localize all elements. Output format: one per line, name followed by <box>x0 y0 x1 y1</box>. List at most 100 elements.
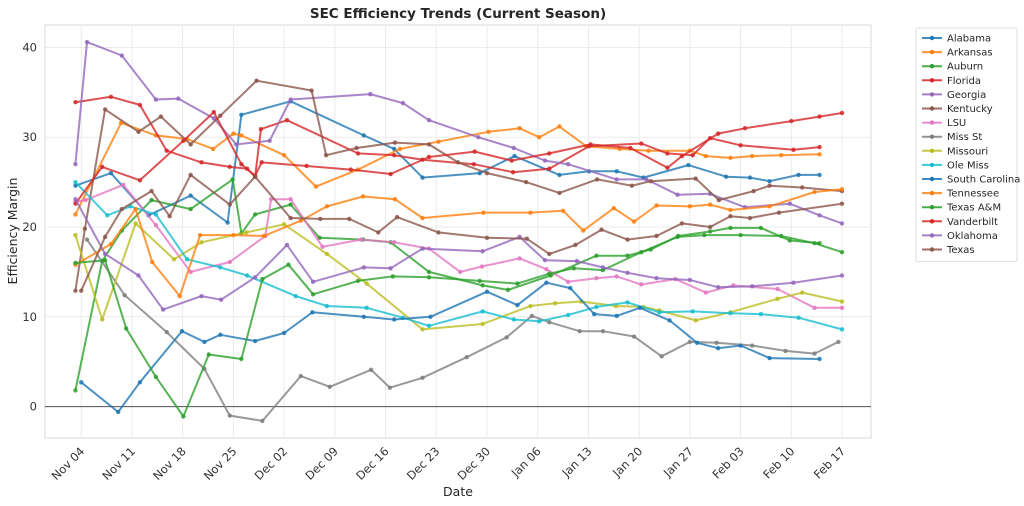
data-point <box>360 194 366 199</box>
data-point <box>136 129 141 135</box>
data-point <box>504 335 509 340</box>
data-point <box>184 257 190 262</box>
legend-item: Georgia <box>922 90 986 101</box>
data-point <box>836 339 841 345</box>
series-line <box>74 222 843 331</box>
y-tick-label: 30 <box>22 130 37 144</box>
series-line <box>74 111 843 205</box>
data-point <box>625 237 630 242</box>
data-point <box>457 269 463 275</box>
data-point <box>657 310 662 315</box>
data-point <box>817 356 822 362</box>
data-point <box>358 237 364 242</box>
data-point <box>778 233 784 239</box>
data-point <box>479 264 485 269</box>
data-point <box>260 418 265 424</box>
legend-label: Arkansas <box>947 48 993 59</box>
data-point <box>231 232 236 238</box>
data-point <box>547 166 552 171</box>
data-point <box>839 273 845 278</box>
data-point <box>528 210 533 215</box>
legend-label: Auburn <box>947 62 983 73</box>
data-point <box>79 288 84 293</box>
data-point <box>749 343 755 348</box>
data-point <box>211 109 217 115</box>
series-south-carolina <box>79 280 822 415</box>
data-point <box>686 162 691 168</box>
data-point <box>176 96 181 101</box>
data-point <box>400 100 406 106</box>
data-point <box>227 202 232 207</box>
data-point <box>121 182 126 188</box>
data-point <box>839 299 845 304</box>
data-point <box>547 319 552 325</box>
x-tick-label: Nov 04 <box>49 444 88 483</box>
data-point <box>552 301 558 306</box>
legend-label: Kentucky <box>947 104 993 115</box>
data-point <box>361 133 367 138</box>
data-point <box>368 367 374 372</box>
data-point <box>565 279 571 284</box>
legend-marker <box>929 63 935 69</box>
data-point <box>611 205 616 211</box>
data-point <box>348 167 353 172</box>
data-point <box>73 388 78 393</box>
data-point <box>394 214 400 220</box>
data-point <box>484 170 490 176</box>
data-point <box>392 240 397 245</box>
data-point <box>659 354 664 359</box>
data-point <box>392 317 397 322</box>
legend-item: LSU <box>922 118 966 129</box>
legend-label: Georgia <box>947 90 986 101</box>
data-point <box>426 142 432 147</box>
data-point <box>420 246 425 251</box>
data-point <box>288 196 293 202</box>
data-point <box>787 201 793 206</box>
data-point <box>426 269 432 275</box>
data-point <box>392 146 397 152</box>
legend-label: Tennessee <box>946 189 999 200</box>
data-point <box>260 276 265 282</box>
legend-marker <box>929 176 935 182</box>
legend-marker <box>929 92 935 97</box>
data-point <box>588 142 593 147</box>
series-line <box>74 181 843 331</box>
data-point <box>571 266 577 271</box>
data-point <box>817 114 822 119</box>
legend-item: Oklahoma <box>922 231 998 242</box>
data-point <box>309 88 314 93</box>
data-point <box>179 328 185 334</box>
data-point <box>254 78 259 83</box>
data-point <box>654 275 659 281</box>
y-axis-label: Efficiency Margin <box>5 178 20 285</box>
data-point <box>197 232 203 238</box>
legend-item: Kentucky <box>922 104 993 115</box>
data-point <box>324 251 330 257</box>
data-point <box>227 259 232 265</box>
data-point <box>171 257 177 262</box>
data-point <box>218 265 223 270</box>
data-point <box>812 189 817 195</box>
legend-label: Miss St <box>947 132 982 143</box>
data-point <box>817 213 822 218</box>
data-point <box>73 212 78 217</box>
y-tick-label: 0 <box>30 400 37 414</box>
data-point <box>218 297 224 302</box>
data-point <box>199 293 204 299</box>
data-point <box>628 145 633 151</box>
data-point <box>599 227 604 232</box>
data-point <box>614 177 619 182</box>
legend-label: Ole Miss <box>947 160 989 171</box>
data-point <box>167 214 172 219</box>
data-point <box>455 160 461 165</box>
x-tick-label: Nov 18 <box>150 444 189 483</box>
data-point <box>594 253 599 258</box>
data-point <box>83 197 88 203</box>
data-point <box>293 293 298 299</box>
data-point <box>742 126 748 131</box>
data-point <box>119 206 125 212</box>
data-point <box>100 164 105 170</box>
data-point <box>84 237 90 242</box>
data-point <box>82 226 88 232</box>
series-group <box>73 39 845 424</box>
